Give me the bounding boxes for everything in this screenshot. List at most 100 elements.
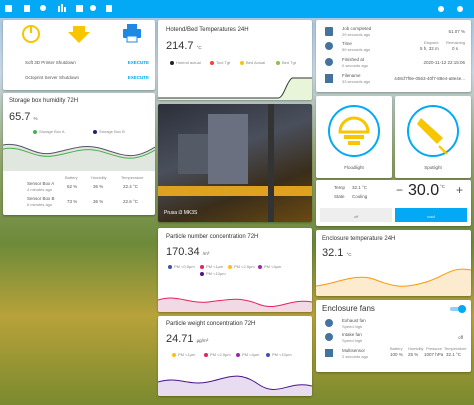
columns: Battery [65,175,78,180]
circle [457,6,463,12]
modes[interactable]: off [320,208,392,222]
label [240,60,244,65]
div: PM <10µm [266,352,292,357]
unit: µg/m³ [196,338,209,343]
unit: /m³ [202,251,210,256]
path [417,118,443,144]
legend: Bed Tgt [282,60,296,65]
rect [348,141,360,145]
file-time: 33 seconds ago [342,79,371,84]
rect [5,5,12,12]
label [276,60,280,65]
unit: °C [196,45,202,50]
path [158,298,312,312]
button[interactable]: EXECUTE [127,60,149,65]
div: PM <2.5µm [204,352,231,357]
fans-toggle[interactable] [450,305,466,313]
finished-time: 0 seconds ago [342,63,369,68]
humidity-card: Storage box humidity 72H 65.7 % Storage … [3,93,155,215]
columns: Humidity [91,175,107,180]
top-bar [0,0,474,18]
columns: Humidity [408,346,424,351]
values: 1007 hPa [424,352,444,357]
legend: Hotend actual [176,60,201,65]
camera-feed[interactable]: Prusa i3 MK3S [158,104,312,222]
battery: 62 % [67,184,78,189]
circle [40,5,46,11]
job-value: 51.07 % [448,29,465,34]
minus[interactable]: − [396,183,404,197]
label [204,352,208,357]
path [158,78,312,100]
temp: 32.1 °C [352,185,368,190]
legend: Tool Tgt [216,60,231,65]
div: Storage Box B [93,129,125,134]
humidity: 36 % [93,199,104,204]
caption: Prusa i3 MK3S [164,210,198,216]
legend: PM <2.5µm [234,264,255,269]
value: 24.71 [166,333,194,345]
time: 2 seconds ago [342,354,369,359]
legend: Storage Box A [39,129,65,134]
title: Hotend/Bed Temperatures 24H [166,27,249,33]
remaining-label: Remaining [446,40,466,45]
control-card: Soft 3D Printer Shutdown EXECUTE Octopri… [3,20,155,90]
rect [268,104,274,222]
modes[interactable]: cool [395,208,467,222]
circle [438,6,444,12]
title: Enclosure temperature 24H [322,236,396,242]
plus[interactable]: + [456,183,464,197]
div: Tool Tgt [210,60,230,65]
finished-label: Finished at [342,57,365,62]
path [158,297,312,307]
legend: PM <1µm [178,352,196,357]
battery: 73 % [67,199,78,204]
climate-card: Temp 32.1 °C State Cooling − 30.0 °C + o… [316,180,471,226]
state: off [458,335,463,340]
rect [344,135,364,139]
legend: PM <0.5µm [174,264,195,269]
button[interactable]: EXECUTE [127,75,149,80]
name: Exhaust fan [342,318,366,323]
value: 214.7 [166,40,194,52]
rect [325,27,333,36]
legend: PM <10µm [206,271,226,276]
light-card[interactable]: Floodlight [316,96,392,178]
div: PM <1µm [172,352,195,357]
humidity: 36 % [93,184,104,189]
label [33,129,37,134]
pm-number-card: Particle number concentration 72H 170.34… [158,228,312,312]
target-unit: °C [440,184,446,189]
g [325,27,333,83]
circle [458,305,466,313]
time: 4 minutes ago [27,187,53,192]
rect [127,24,137,29]
action-icons[interactable] [3,20,155,52]
path [158,375,312,390]
label [200,264,204,269]
target: 30.0 [408,182,440,199]
humidity-chart [3,143,155,171]
light-card[interactable]: Spotlight [395,96,471,178]
elapsed-label: Elapsed [424,40,439,45]
columns: Battery [390,346,403,351]
path [3,143,155,156]
div: 32.1 °C [322,247,352,259]
path [3,144,155,171]
label: Soft 3D Printer Shutdown [25,60,76,65]
pm-number-chart [158,297,312,312]
div: PM <0.5µm [168,264,195,269]
circle [90,5,96,11]
div: PM <10µm [200,271,226,276]
name: Sensor Box B [27,196,55,201]
temp-label: Temp [334,185,346,190]
label [170,60,174,65]
temp-card: Hotend/Bed Temperatures 24H 214.7 °C Hot… [158,20,312,100]
remaining: 0 s [452,46,459,51]
div: PM <4µm [236,352,259,357]
values: 100 % [390,352,403,357]
div: 65.7 % [9,111,38,123]
div: 24.71 µg/m³ [166,333,208,345]
job-label: Job completed [342,26,372,31]
